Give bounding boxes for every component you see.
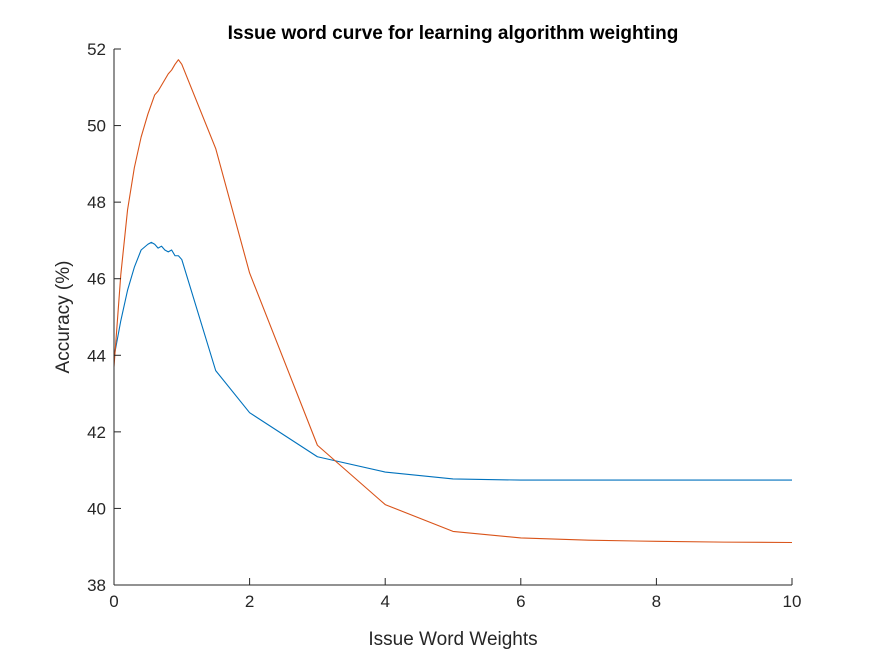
x-tick-label: 4 <box>380 592 389 611</box>
y-tick-label: 50 <box>87 117 106 136</box>
axes <box>113 49 792 586</box>
y-axis-label: Accuracy (%) <box>53 261 74 374</box>
x-tick-label: 10 <box>783 592 802 611</box>
x-tick-label: 6 <box>516 592 525 611</box>
x-ticks: 0 2 4 6 8 10 <box>109 578 801 611</box>
chart-title: Issue word curve for learning algorithm … <box>228 23 679 44</box>
y-tick-label: 52 <box>87 40 106 59</box>
y-tick-label: 40 <box>87 499 106 518</box>
x-tick-label: 0 <box>109 592 118 611</box>
y-tick-label: 46 <box>87 270 106 289</box>
y-ticks: 38 40 42 44 46 48 50 52 <box>87 40 121 595</box>
series-line-1 <box>113 241 792 481</box>
x-tick-label: 2 <box>245 592 254 611</box>
x-axis-label: Issue Word Weights <box>368 629 537 650</box>
y-tick-label: 44 <box>87 346 106 365</box>
x-tick-label: 8 <box>652 592 661 611</box>
y-tick-label: 48 <box>87 193 106 212</box>
y-tick-label: 42 <box>87 423 106 442</box>
y-tick-label: 38 <box>87 576 106 595</box>
series-line-2 <box>113 59 793 544</box>
series-layer <box>113 59 793 544</box>
